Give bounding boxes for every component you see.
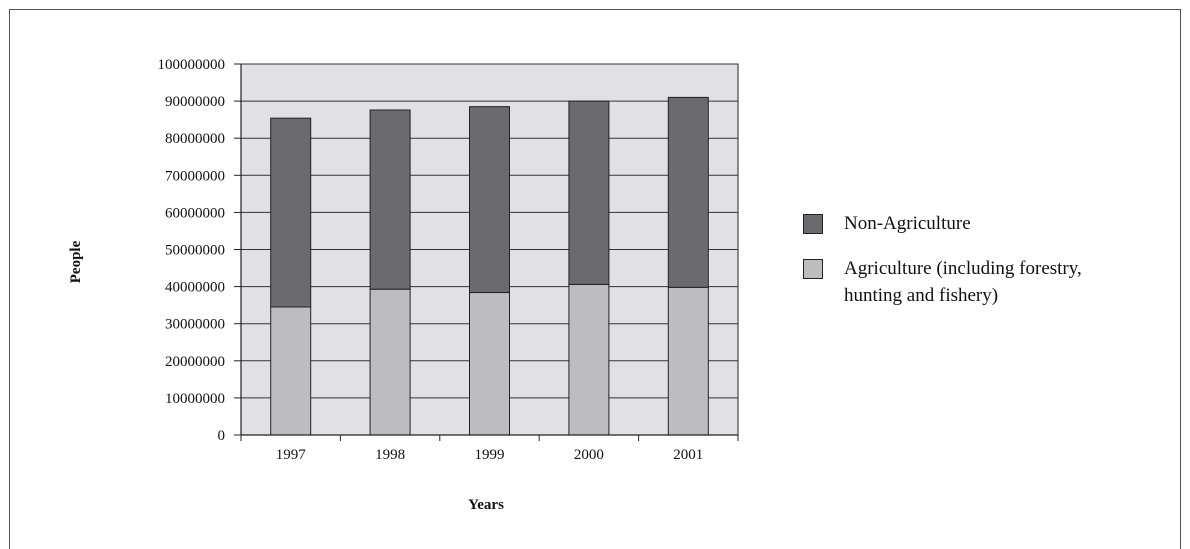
y-tick-label: 80000000 xyxy=(165,131,225,147)
bar-agriculture-1999 xyxy=(470,293,510,435)
x-axis-label: Years xyxy=(468,497,504,513)
y-tick-label: 0 xyxy=(218,428,226,444)
bar-non-agriculture-1999 xyxy=(470,107,510,293)
y-tick-labels: 0 10000000 20000000 30000000 40000000 5000000… xyxy=(158,57,226,444)
legend-label-agriculture-line1: Agriculture (including forestry, xyxy=(844,256,1082,281)
y-axis-label: People xyxy=(68,240,84,283)
y-tick-label: 70000000 xyxy=(165,168,225,184)
bar-non-agriculture-2000 xyxy=(569,101,609,284)
legend-label-agriculture-line2: hunting and fishery) xyxy=(844,283,998,308)
x-tick-label: 2001 xyxy=(673,447,703,463)
x-tick-label: 1999 xyxy=(475,447,505,463)
y-tick-label: 100000000 xyxy=(158,57,226,73)
bar-agriculture-1998 xyxy=(370,289,410,435)
y-tick-label: 50000000 xyxy=(165,243,225,259)
x-tick-label: 1998 xyxy=(375,447,405,463)
bar-agriculture-2000 xyxy=(569,284,609,435)
bar-non-agriculture-2001 xyxy=(668,97,708,287)
y-tick-label: 10000000 xyxy=(165,391,225,407)
legend-swatch-non-agriculture xyxy=(803,214,823,234)
bar-non-agriculture-1997 xyxy=(271,118,311,307)
y-tick-label: 60000000 xyxy=(165,205,225,221)
y-tick-label: 30000000 xyxy=(165,317,225,333)
y-tick-label: 90000000 xyxy=(165,94,225,110)
bar-agriculture-1997 xyxy=(271,307,311,435)
y-tick-label: 20000000 xyxy=(165,354,225,370)
x-tick-label: 2000 xyxy=(574,447,604,463)
bar-agriculture-2001 xyxy=(668,287,708,435)
bar-non-agriculture-1998 xyxy=(370,110,410,289)
legend-swatch-agriculture xyxy=(803,259,823,279)
y-tick-label: 40000000 xyxy=(165,280,225,296)
x-tick-labels: 1997 1998 1999 2000 2001 xyxy=(276,447,704,463)
legend-label-non-agriculture: Non-Agriculture xyxy=(844,211,971,236)
x-tick-label: 1997 xyxy=(276,447,307,463)
